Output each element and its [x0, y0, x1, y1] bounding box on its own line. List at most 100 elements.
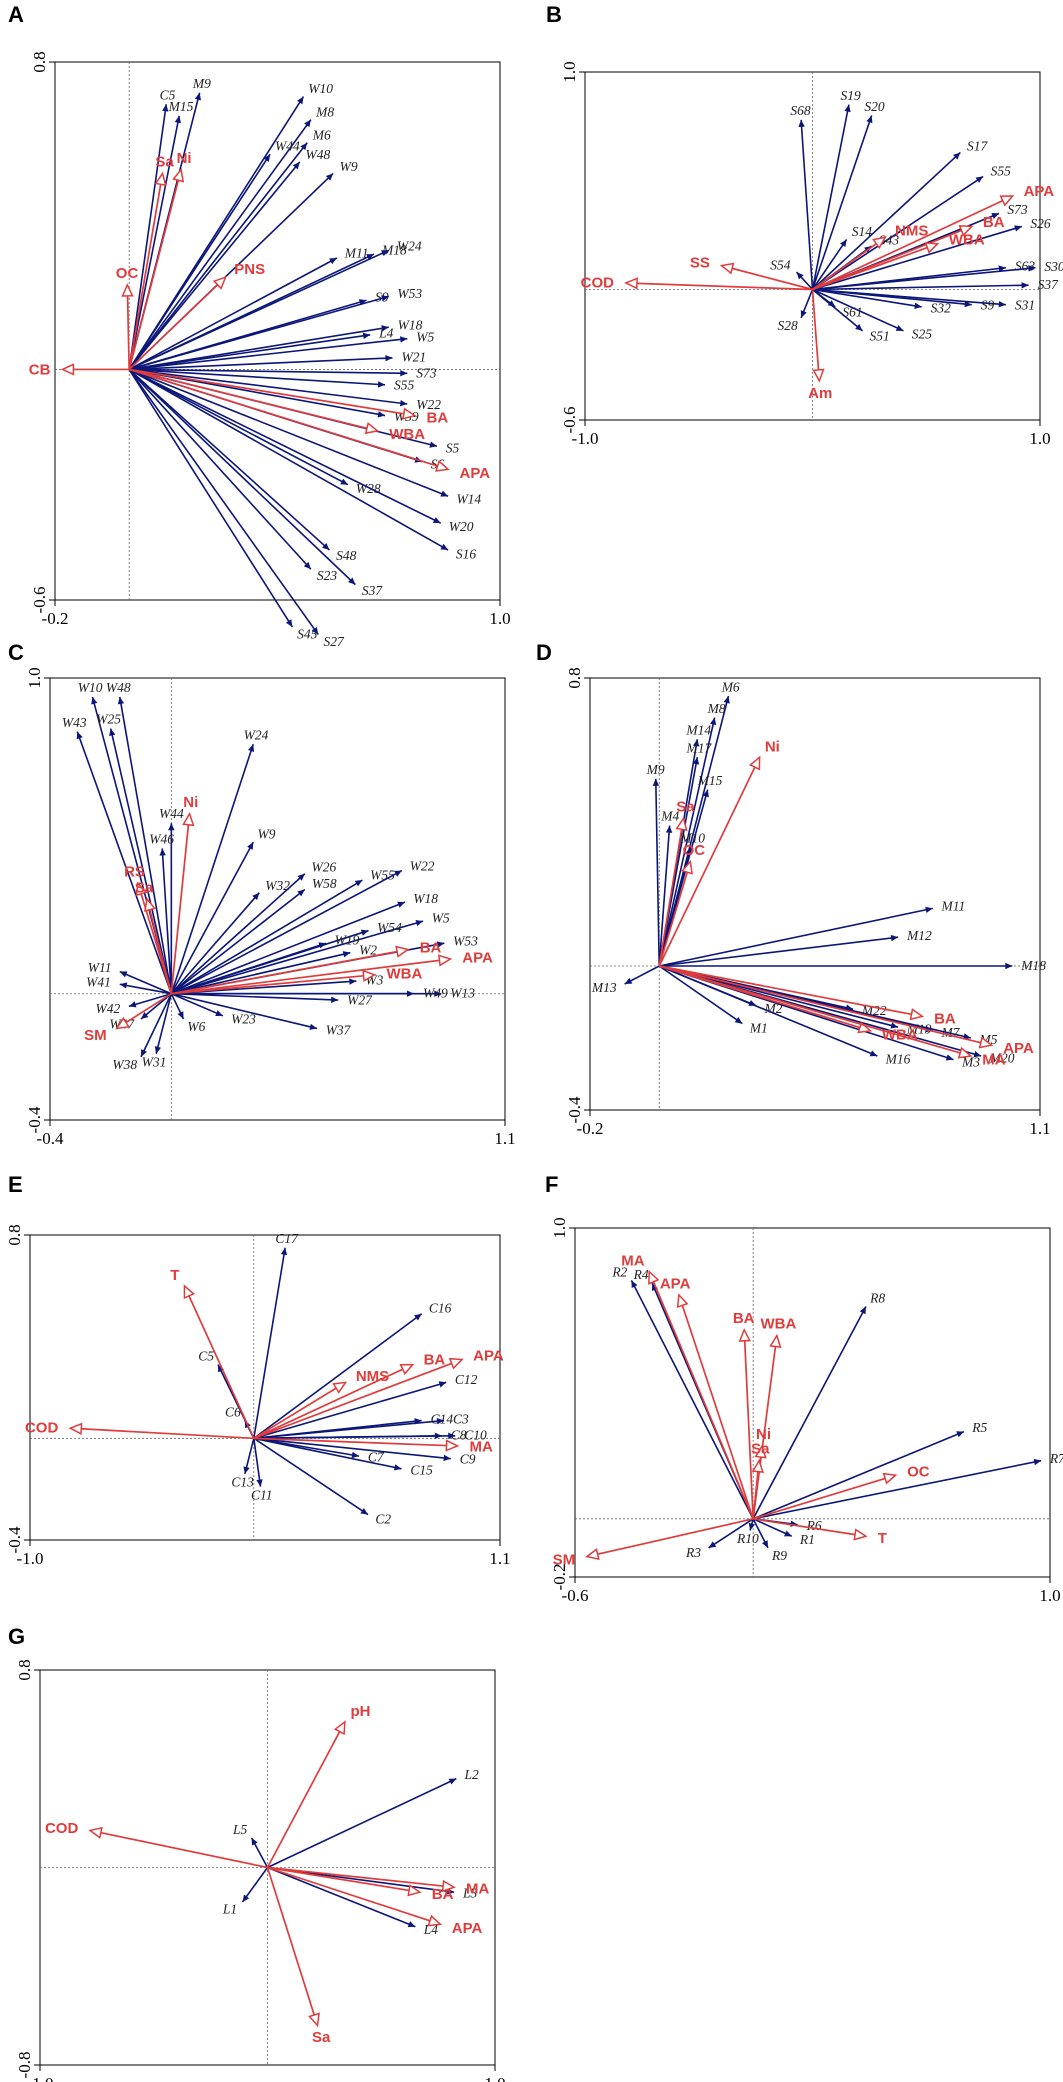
- species-arrowhead: [351, 1451, 359, 1459]
- species-arrowhead: [247, 842, 254, 850]
- env-arrowhead: [751, 1458, 765, 1473]
- species-arrowhead: [434, 990, 442, 997]
- env-arrowhead: [402, 407, 417, 420]
- species-label: C8: [451, 1428, 467, 1443]
- env-label: Sa: [751, 1441, 770, 1458]
- species-label: W23: [231, 1011, 256, 1026]
- species-arrowhead: [415, 919, 424, 927]
- env-arrowhead: [978, 1036, 994, 1049]
- species-label: S63: [1015, 259, 1036, 274]
- species-label: L4: [423, 1922, 439, 1937]
- species-arrowhead: [855, 323, 863, 331]
- species-arrow-r5: [752, 1430, 965, 1520]
- species-label: S16: [456, 546, 477, 561]
- species-label: S25: [912, 327, 933, 342]
- species-arrowhead: [362, 332, 371, 340]
- species-arrow-m11: [128, 257, 338, 371]
- species-label: S68: [790, 103, 811, 118]
- species-arrowhead: [297, 873, 305, 881]
- panel-letter: D: [536, 640, 552, 665]
- env-label: APA: [1003, 1040, 1034, 1057]
- species-label: W20: [449, 519, 474, 534]
- species-arrowhead: [300, 142, 308, 151]
- species-arrowhead: [448, 1778, 457, 1785]
- species-label: C5: [160, 87, 176, 102]
- species-label: C15: [410, 1463, 433, 1478]
- x-tick-label: -1.0: [27, 2074, 54, 2082]
- env-label: APA: [473, 1347, 504, 1364]
- species-arrow-w22: [170, 869, 403, 995]
- env-label: SS: [690, 255, 710, 272]
- species-arrowhead: [432, 517, 441, 524]
- species-arrowhead: [252, 892, 260, 901]
- panel-letter: A: [8, 2, 24, 27]
- env-arrowhead: [676, 1293, 689, 1308]
- env-label: RS: [124, 864, 145, 881]
- y-tick-label: -0.4: [25, 1106, 44, 1133]
- panel-letter: E: [8, 1172, 23, 1197]
- species-arrow-s68: [800, 119, 814, 290]
- y-tick-label: -0.4: [565, 1096, 584, 1123]
- env-arrowhead: [115, 1016, 130, 1030]
- species-arrow-w14: [128, 368, 449, 497]
- env-arrow-sm: [125, 992, 172, 1024]
- species-label: W19: [335, 932, 360, 947]
- species-label: W38: [112, 1057, 137, 1072]
- env-label: MA: [982, 1051, 1005, 1068]
- species-arrow-w41: [119, 983, 172, 995]
- species-label: C14: [431, 1412, 454, 1427]
- species-arrow-s73: [129, 368, 408, 375]
- species-arrow-c16: [253, 1313, 423, 1439]
- x-tick-label: 1.1: [489, 1549, 510, 1568]
- species-arrowhead: [381, 250, 389, 257]
- panel-g: G -1.0 1.0 -0.8 0.8 L2 L5 L1 L3 L4 COD pH MA BA APA Sa: [8, 1624, 506, 2082]
- species-arrowhead: [311, 627, 319, 635]
- env-arrow-apa: [171, 959, 440, 995]
- env-arrowhead: [648, 1269, 660, 1285]
- species-arrow-c2: [253, 1437, 369, 1516]
- species-arrowhead: [377, 381, 386, 388]
- species-arrow-w21: [129, 357, 393, 371]
- species-arrow-c15: [253, 1437, 402, 1470]
- species-arrowhead: [407, 1921, 416, 1928]
- env-label: Ni: [183, 794, 198, 811]
- species-arrowhead: [748, 1522, 755, 1531]
- env-arrowhead: [448, 1357, 464, 1370]
- species-arrowhead: [953, 152, 961, 160]
- species-arrowhead: [895, 325, 904, 331]
- species-arrowhead: [925, 906, 933, 913]
- panel-letter: C: [8, 640, 24, 665]
- species-label: S55: [991, 163, 1012, 178]
- x-tick-label: -1.0: [17, 1549, 44, 1568]
- species-arrow-r3: [708, 1518, 754, 1549]
- species-arrowhead: [734, 1016, 743, 1024]
- species-arrow-s37: [128, 368, 356, 586]
- species-arrowhead: [702, 789, 709, 798]
- env-arrowhead: [748, 755, 761, 771]
- species-label: M9: [646, 762, 665, 777]
- env-label: OC: [116, 265, 139, 282]
- species-arrowhead: [159, 848, 166, 856]
- env-label: BA: [424, 1352, 446, 1369]
- env-arrow-ni: [170, 824, 190, 994]
- species-label: S14: [852, 224, 873, 239]
- species-arrowhead: [859, 1306, 866, 1315]
- species-arrowhead: [215, 1010, 223, 1016]
- env-label: Am: [808, 385, 832, 402]
- y-tick-label: 0.8: [5, 1224, 24, 1245]
- species-arrowhead: [399, 336, 408, 343]
- species-arrowhead: [109, 728, 116, 737]
- species-arrowhead: [360, 1508, 368, 1515]
- species-arrow-w58: [170, 888, 306, 995]
- env-label: Sa: [155, 154, 174, 171]
- species-label: C6: [225, 1405, 241, 1420]
- x-tick-label: -0.4: [37, 1129, 64, 1148]
- env-arrowhead: [675, 816, 688, 831]
- env-label: BA: [420, 939, 442, 956]
- env-arrowhead: [435, 459, 450, 472]
- species-label: M16: [885, 1051, 911, 1066]
- env-label: PNS: [234, 261, 265, 278]
- species-label: R3: [685, 1545, 701, 1560]
